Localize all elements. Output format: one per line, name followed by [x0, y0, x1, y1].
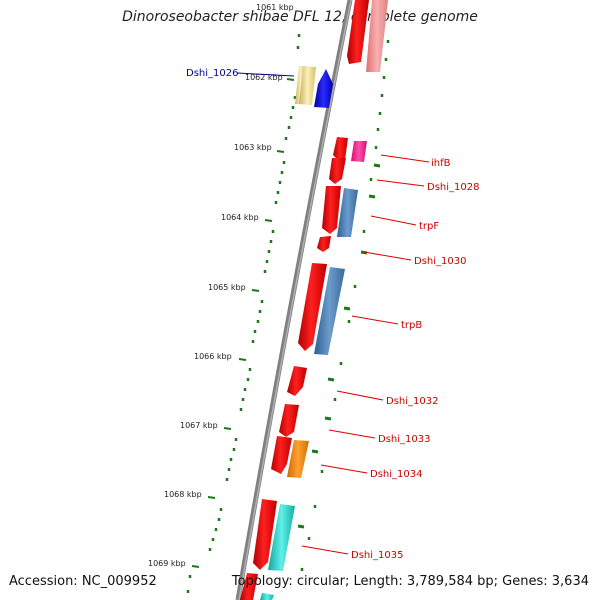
gene-label-dshi-1026[interactable]: Dshi_1026: [186, 68, 238, 79]
scale-label-1068: 1068 kbp: [164, 490, 202, 499]
gene-label-dshi-1034[interactable]: Dshi_1034: [370, 469, 422, 480]
gene-feature-dshi-1033[interactable]: [279, 404, 299, 437]
gene-feature-dshi-1026-pale-b[interactable]: [299, 66, 316, 105]
gene-label-dshi-1033[interactable]: Dshi_1033: [378, 434, 430, 445]
scale-label-1063: 1063 kbp: [234, 143, 272, 152]
label-leader-dshi-1026: [236, 72, 295, 77]
scale-label-1064: 1064 kbp: [221, 213, 259, 222]
scale-label-1067: 1067 kbp: [180, 421, 218, 430]
scale-label-1062: 1062 kbp: [245, 73, 283, 82]
gene-label-dshi-1032[interactable]: Dshi_1032: [386, 396, 438, 407]
gene-feature[interactable]: [260, 593, 274, 600]
accession-label: Accession: NC_009952: [9, 574, 157, 589]
gene-feature-dshi-1035-cyan[interactable]: [268, 504, 295, 571]
scale-label-1069: 1069 kbp: [148, 559, 186, 568]
gene-feature[interactable]: [240, 573, 258, 600]
gene-feature-dshi-1028[interactable]: [322, 186, 341, 234]
gene-label-trpb[interactable]: trpB: [401, 320, 422, 331]
gene-feature-dshi-1034[interactable]: [287, 440, 309, 478]
gc-skew-track-left: [186, 34, 301, 593]
gene-label-trpf[interactable]: trpF: [419, 221, 439, 232]
gene-label-dshi-1028[interactable]: Dshi_1028: [427, 182, 479, 193]
gene-feature-dshi-1032[interactable]: [287, 366, 307, 396]
gene-feature[interactable]: [271, 436, 292, 474]
gene-feature-dshi-1026[interactable]: [314, 69, 333, 108]
gene-feature[interactable]: [333, 137, 348, 160]
gene-feature[interactable]: [347, 0, 369, 64]
gene-feature-ihfb[interactable]: [351, 141, 367, 162]
scale-ticks: [191, 78, 295, 568]
gene-feature-trpb[interactable]: [314, 267, 345, 355]
gene-feature-dshi-1035[interactable]: [253, 499, 277, 570]
gc-skew-track-right: [300, 40, 390, 571]
scale-label-1066: 1066 kbp: [194, 352, 232, 361]
gc-skew-dash-marks: [297, 163, 381, 529]
topology-summary: Topology: circular; Length: 3,789,584 bp…: [231, 574, 589, 589]
gene-feature[interactable]: [366, 0, 388, 72]
label-leaders: [301, 154, 430, 555]
page-title: Dinoroseobacter shibae DFL 12, complete …: [122, 9, 478, 25]
gene-feature-dshi-1030[interactable]: [317, 236, 331, 252]
gene-feature-trpf[interactable]: [337, 188, 358, 237]
gene-label-dshi-1030[interactable]: Dshi_1030: [414, 256, 466, 267]
gene-feature[interactable]: [298, 263, 327, 351]
scale-label-1061: 1061 kbp: [256, 3, 294, 12]
gene-feature[interactable]: [329, 158, 346, 184]
genome-backbone-highlight: [238, 0, 352, 600]
scale-label-1065: 1065 kbp: [208, 283, 246, 292]
gene-label-dshi-1035[interactable]: Dshi_1035: [351, 550, 403, 561]
genome-backbone: [235, 0, 353, 600]
gene-label-ihfb[interactable]: ihfB: [431, 158, 451, 169]
